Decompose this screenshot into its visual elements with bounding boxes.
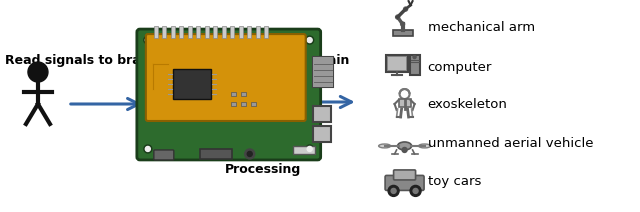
Circle shape bbox=[247, 151, 252, 156]
Circle shape bbox=[307, 38, 312, 43]
Bar bbox=[256, 26, 260, 38]
Circle shape bbox=[244, 149, 255, 159]
Bar bbox=[392, 30, 413, 36]
Circle shape bbox=[144, 36, 152, 44]
FancyBboxPatch shape bbox=[410, 55, 420, 75]
FancyBboxPatch shape bbox=[154, 150, 174, 160]
Circle shape bbox=[396, 15, 399, 19]
Bar bbox=[231, 92, 236, 96]
Circle shape bbox=[404, 7, 408, 11]
Bar bbox=[247, 26, 252, 38]
Bar bbox=[241, 92, 246, 96]
FancyBboxPatch shape bbox=[385, 175, 424, 190]
Circle shape bbox=[410, 186, 421, 196]
Bar bbox=[205, 26, 209, 38]
Bar bbox=[251, 102, 256, 106]
Bar bbox=[171, 26, 175, 38]
Circle shape bbox=[402, 148, 407, 152]
Circle shape bbox=[145, 38, 150, 43]
FancyBboxPatch shape bbox=[200, 149, 232, 159]
Circle shape bbox=[413, 188, 418, 193]
Circle shape bbox=[145, 146, 150, 151]
Bar bbox=[230, 26, 234, 38]
Bar bbox=[388, 57, 406, 70]
Circle shape bbox=[413, 56, 416, 59]
Bar bbox=[173, 69, 211, 99]
Bar bbox=[292, 146, 315, 154]
Bar bbox=[196, 26, 200, 38]
Bar bbox=[313, 57, 333, 87]
FancyBboxPatch shape bbox=[313, 106, 331, 122]
Bar bbox=[239, 26, 243, 38]
Text: Control by brain: Control by brain bbox=[236, 54, 349, 67]
Bar bbox=[264, 26, 268, 38]
Text: Processing: Processing bbox=[225, 163, 301, 176]
Text: computer: computer bbox=[428, 61, 492, 74]
Circle shape bbox=[391, 188, 396, 193]
FancyBboxPatch shape bbox=[313, 126, 331, 142]
Text: mechanical arm: mechanical arm bbox=[428, 21, 534, 33]
Bar bbox=[179, 26, 183, 38]
FancyBboxPatch shape bbox=[394, 170, 415, 180]
Circle shape bbox=[28, 62, 48, 82]
Circle shape bbox=[306, 145, 314, 153]
Bar bbox=[231, 102, 236, 106]
Bar bbox=[241, 102, 246, 106]
Ellipse shape bbox=[419, 144, 431, 148]
FancyBboxPatch shape bbox=[146, 34, 306, 121]
Bar bbox=[399, 99, 411, 107]
Bar bbox=[154, 26, 158, 38]
Circle shape bbox=[307, 146, 312, 151]
Text: exoskeleton: exoskeleton bbox=[428, 98, 508, 110]
Circle shape bbox=[144, 145, 152, 153]
Bar bbox=[188, 26, 192, 38]
Circle shape bbox=[306, 36, 314, 44]
FancyBboxPatch shape bbox=[313, 57, 333, 87]
Text: Read signals to brain: Read signals to brain bbox=[5, 54, 154, 67]
Ellipse shape bbox=[379, 144, 390, 148]
Bar bbox=[213, 26, 217, 38]
FancyBboxPatch shape bbox=[386, 55, 408, 72]
FancyBboxPatch shape bbox=[137, 29, 321, 160]
Circle shape bbox=[388, 186, 399, 196]
Ellipse shape bbox=[397, 142, 412, 150]
Bar bbox=[222, 26, 226, 38]
Text: unmanned aerial vehicle: unmanned aerial vehicle bbox=[428, 137, 593, 151]
Circle shape bbox=[401, 22, 404, 26]
Text: toy cars: toy cars bbox=[428, 175, 481, 188]
Bar bbox=[163, 26, 166, 38]
